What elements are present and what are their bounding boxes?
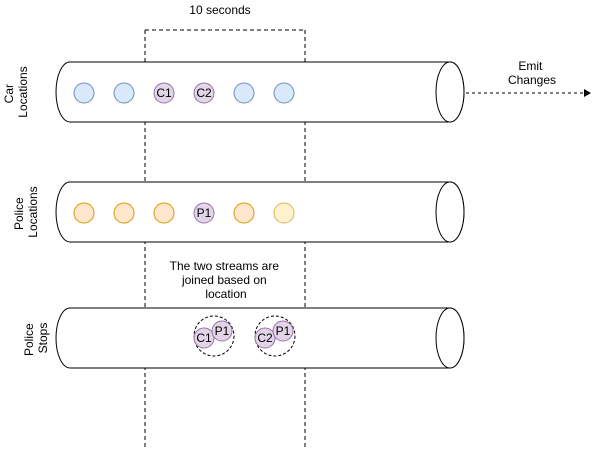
join-2-police-label: P1 — [276, 324, 291, 338]
police-locations-label: Police Locations — [12, 186, 40, 237]
join-1-police-label: P1 — [215, 324, 230, 338]
police-dot-4-label: P1 — [197, 206, 212, 220]
police-locations-stream: Police Locations P1 — [12, 181, 465, 243]
police-dot-2 — [113, 202, 135, 224]
car-dot-4: C2 — [193, 82, 215, 104]
join-1-police: P1 — [211, 320, 233, 342]
police-dot-6 — [273, 202, 295, 224]
police-dot-3 — [153, 202, 175, 224]
join-1-car: C1 — [193, 327, 215, 349]
emit-line-1: Emit — [518, 59, 543, 73]
police-stops-label: Police Stops — [22, 320, 50, 356]
join-2-police: P1 — [272, 320, 294, 342]
police-dot-4: P1 — [193, 202, 215, 224]
police-label-line-2: Locations — [26, 186, 40, 237]
car-dot-2 — [113, 82, 135, 104]
join-1-car-label: C1 — [196, 331, 212, 345]
caption-line-2: joined based on — [181, 273, 267, 287]
car-dot-6 — [273, 82, 295, 104]
car-dot-4-label: C2 — [196, 86, 212, 100]
stops-label-line-1: Police — [22, 323, 36, 356]
police-dot-1 — [73, 202, 95, 224]
police-dots: P1 — [73, 202, 295, 224]
join-2-car: C2 — [254, 327, 276, 349]
car-dots: C1 C2 — [73, 82, 295, 104]
join-group-1: C1 P1 — [193, 315, 235, 357]
car-locations-label: Car Locations — [2, 66, 30, 117]
caption-line-3: location — [205, 287, 246, 301]
emit-line-2: Changes — [508, 73, 556, 87]
window-label: 10 seconds — [189, 3, 250, 17]
police-dot-5 — [233, 202, 255, 224]
car-dot-3-label: C1 — [156, 86, 172, 100]
police-label-line-1: Police — [12, 197, 26, 230]
police-stops-stream: Police Stops C1 P1 C2 P1 — [22, 307, 465, 369]
car-label-line-1: Car — [2, 84, 16, 103]
join-caption: The two streams are joined based on loca… — [170, 259, 283, 301]
join-group-2: C2 P1 — [254, 315, 296, 357]
car-dot-1 — [73, 82, 95, 104]
caption-line-1: The two streams are — [170, 259, 280, 273]
stops-label-line-2: Stops — [36, 323, 50, 354]
car-label-line-2: Locations — [16, 66, 30, 117]
car-locations-stream: Car Locations C1 C2 Emit Changes — [2, 59, 591, 123]
car-dot-3: C1 — [153, 82, 175, 104]
car-dot-5 — [233, 82, 255, 104]
join-groups: C1 P1 C2 P1 — [193, 315, 296, 357]
join-2-car-label: C2 — [257, 331, 273, 345]
emit-label: Emit Changes — [508, 59, 556, 87]
